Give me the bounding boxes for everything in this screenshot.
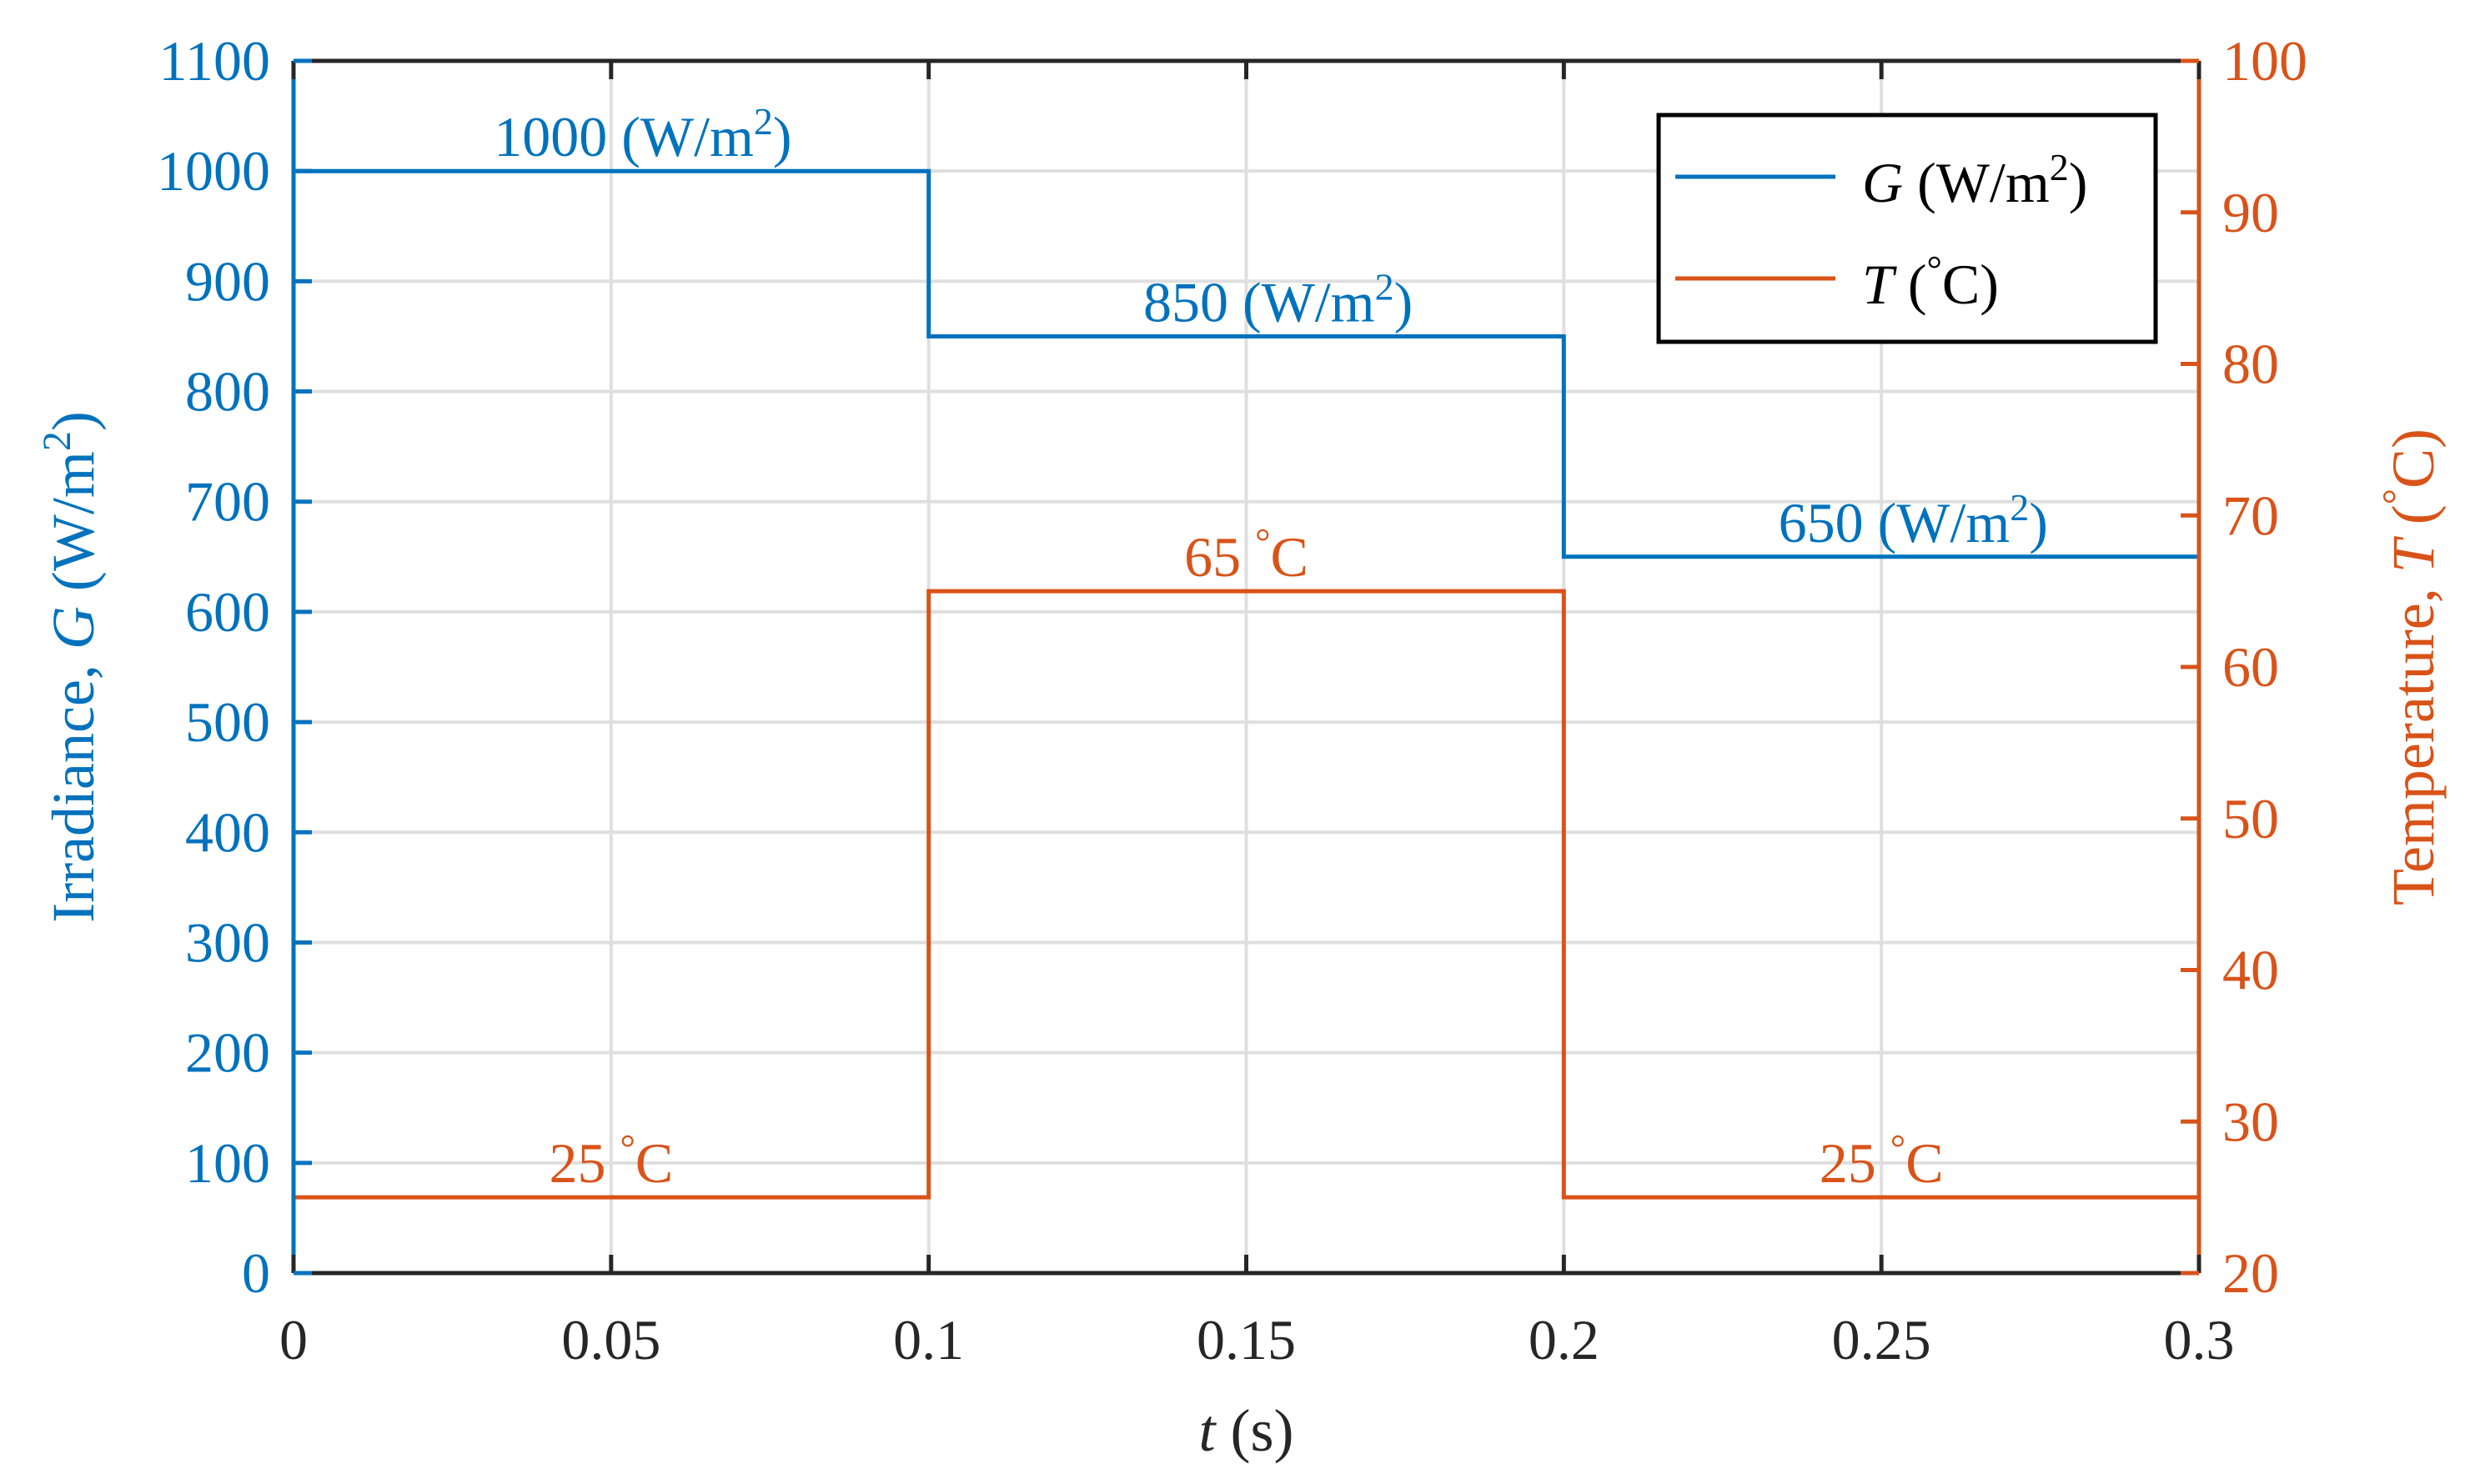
data-annotations: 1000 (W/m2)850 (W/m2)650 (W/m2)25 °C65 °… — [494, 100, 2048, 1195]
left-y-axis-title-sup: 2 — [35, 431, 79, 451]
left-y-axis-title: Irradiance, G (W/m2) — [35, 411, 107, 923]
data-annotation-sup: ° — [1255, 520, 1270, 563]
x-tick-label: 0.2 — [1529, 1308, 1599, 1371]
data-annotation-main: 850 (W/m — [1143, 270, 1375, 333]
right-y-tick-label: 100 — [2222, 29, 2307, 93]
series-line-T — [294, 589, 2199, 1200]
x-axis-title: t (s) — [1199, 1397, 1294, 1464]
series-line-G — [294, 168, 2199, 559]
legend-label-close: ) — [2069, 151, 2088, 214]
data-annotation-main: 65 — [1184, 525, 1255, 589]
left-y-tick-label: 1100 — [159, 29, 270, 93]
right-y-axis-title-var: T — [2380, 535, 2447, 573]
x-tick-label: 0.05 — [561, 1308, 660, 1371]
data-annotation: 650 (W/m2) — [1779, 486, 2048, 554]
left-y-tick-label: 800 — [185, 360, 270, 424]
left-y-tick-label: 200 — [185, 1021, 270, 1085]
x-axis-title-unit: (s) — [1216, 1397, 1294, 1464]
right-y-tick-label: 50 — [2222, 787, 2279, 850]
right-y-axis-title-sup: ° — [2375, 489, 2419, 504]
grid-lines — [294, 61, 2199, 1273]
left-y-tick-label: 1000 — [157, 139, 270, 203]
right-y-tick-label: 80 — [2222, 333, 2279, 396]
data-annotation: 1000 (W/m2) — [494, 100, 791, 168]
x-tick-label: 0.3 — [2164, 1308, 2235, 1371]
legend-label-unit: (W/m — [1903, 151, 2050, 214]
data-annotation-sup: 2 — [2010, 486, 2029, 529]
data-annotation-close: ) — [773, 105, 792, 168]
x-tick-label: 0.15 — [1197, 1308, 1296, 1371]
right-y-tick-label: 30 — [2222, 1090, 2279, 1153]
left-y-axis-title-var: G — [40, 606, 107, 649]
left-y-tick-label: 900 — [185, 249, 270, 313]
legend: G (W/m2) T (°C) — [1656, 113, 2158, 344]
legend-label-T: T (°C) — [1862, 248, 1999, 316]
axis-labels: 0 0.05 0.1 0.15 0.2 0.25 0.3 0 100 200 300 400 500 60… — [35, 29, 2447, 1464]
left-y-axis-title-close: ) — [40, 411, 107, 431]
right-y-tick-label: 60 — [2222, 635, 2279, 699]
data-annotation-main: 25 — [1820, 1131, 1890, 1195]
left-y-tick-label: 300 — [185, 910, 270, 974]
left-y-tick-label: 400 — [185, 800, 270, 864]
data-annotation: 25 °C — [549, 1126, 673, 1195]
x-tick-label: 0.25 — [1832, 1308, 1931, 1371]
right-y-axis-title: Temperature, T (°C) — [2375, 429, 2447, 905]
data-annotation-close: ) — [1394, 270, 1413, 333]
data-annotation-sup: 2 — [1375, 265, 1394, 308]
x-axis-title-var: t — [1199, 1397, 1217, 1464]
left-y-tick-label: 600 — [185, 580, 270, 644]
legend-label-var: T — [1862, 253, 1897, 316]
data-annotation-sup: 2 — [754, 100, 773, 143]
legend-label-sup: ° — [1926, 248, 1941, 290]
right-y-axis-title-close: C) — [2380, 429, 2447, 489]
data-annotation-close: C — [1271, 525, 1308, 589]
legend-label-close: C) — [1942, 253, 1999, 316]
x-tick-label: 0 — [279, 1308, 308, 1371]
left-y-tick-label: 500 — [185, 690, 270, 754]
legend-label-sup: 2 — [2050, 146, 2069, 188]
data-annotation-main: 25 — [549, 1131, 620, 1195]
left-y-tick-label: 0 — [242, 1241, 270, 1305]
right-y-tick-label: 70 — [2222, 484, 2279, 547]
left-y-tick-label: 100 — [185, 1131, 270, 1195]
left-y-axis-title-prefix: Irradiance, — [40, 649, 107, 923]
data-annotation: 850 (W/m2) — [1143, 265, 1413, 333]
series-lines — [294, 168, 2199, 1200]
data-annotation: 25 °C — [1820, 1126, 1944, 1195]
legend-label-G: G (W/m2) — [1862, 146, 2087, 214]
right-y-tick-label: 20 — [2222, 1241, 2279, 1305]
x-tick-label: 0.1 — [893, 1308, 964, 1371]
legend-box — [1656, 113, 2158, 344]
data-annotation-close: C — [1905, 1131, 1943, 1195]
legend-label-var: G — [1862, 151, 1903, 214]
data-annotation-main: 650 (W/m — [1779, 491, 2011, 554]
left-y-axis-title-unit: (W/m — [40, 451, 107, 606]
left-y-tick-label: 700 — [185, 470, 270, 534]
data-annotation-close: ) — [2029, 491, 2048, 554]
data-annotation-sup: ° — [1890, 1126, 1905, 1169]
data-annotation-sup: ° — [620, 1126, 635, 1169]
right-y-tick-label: 40 — [2222, 939, 2279, 1002]
axis-ticks — [291, 58, 2201, 1276]
right-y-tick-label: 90 — [2222, 181, 2279, 244]
legend-label-unit: ( — [1894, 253, 1927, 316]
data-annotation: 65 °C — [1184, 520, 1308, 589]
right-y-axis-title-unit: ( — [2380, 504, 2447, 539]
data-annotation-main: 1000 (W/m — [494, 105, 754, 168]
right-y-axis-title-prefix: Temperature, — [2380, 573, 2447, 905]
data-annotation-close: C — [635, 1131, 673, 1195]
